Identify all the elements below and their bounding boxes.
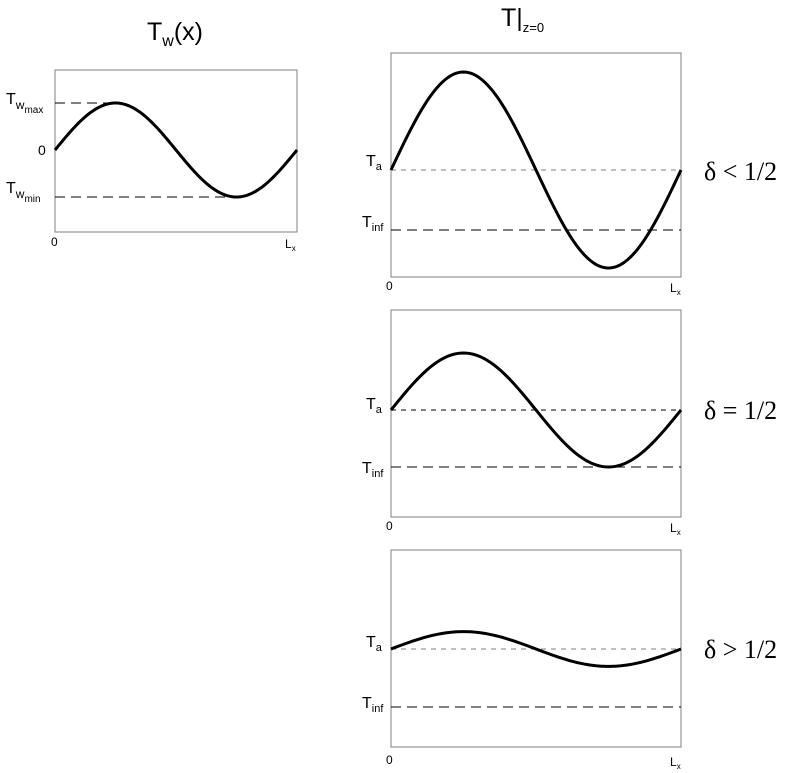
panel-3-curve xyxy=(390,630,682,668)
right-title: T|z=0 xyxy=(501,4,544,35)
panel-2-x-start: 0 xyxy=(386,519,393,533)
panel-delta-lt: Ta Tinf 0 Lx δ < 1/2 xyxy=(362,52,777,297)
panel-2-frame xyxy=(390,309,682,518)
panel-2-ta-label: Ta xyxy=(366,396,383,416)
tw-zero-label: 0 xyxy=(38,142,46,158)
panel-1-frame xyxy=(390,52,682,278)
panel-1-x-start: 0 xyxy=(386,279,393,293)
panel-3-ta-label: Ta xyxy=(366,634,383,654)
panel-3-tinf-label: Tinf xyxy=(362,695,384,715)
left-title: Tw(x) xyxy=(147,18,203,50)
tw-curve xyxy=(53,101,299,199)
panel-2-x-end: Lx xyxy=(670,521,681,537)
panel-delta-gt: Ta Tinf 0 Lx δ > 1/2 xyxy=(362,549,777,771)
panel-2-condition: δ = 1/2 xyxy=(704,396,777,425)
left-x-start: 0 xyxy=(51,235,58,249)
left-x-end: Lx xyxy=(285,237,296,253)
panel-delta-eq: Ta Tinf 0 Lx δ = 1/2 xyxy=(362,309,777,537)
panel-1-x-end: Lx xyxy=(670,281,681,297)
panel-2-curve xyxy=(389,351,683,469)
panel-3-x-start: 0 xyxy=(386,753,393,767)
tw-min-label: Twmin xyxy=(6,180,41,205)
panel-2-tinf-label: Tinf xyxy=(362,460,384,480)
panel-3-condition: δ > 1/2 xyxy=(704,635,777,664)
panel-1-curve xyxy=(389,70,683,270)
tw-max-label: Twmax xyxy=(6,91,43,116)
panel-1-ta-label: Ta xyxy=(366,153,383,173)
panel-1-condition: δ < 1/2 xyxy=(704,157,777,186)
panel-3-x-end: Lx xyxy=(670,755,681,771)
panel-1-tinf-label: Tinf xyxy=(362,214,384,234)
